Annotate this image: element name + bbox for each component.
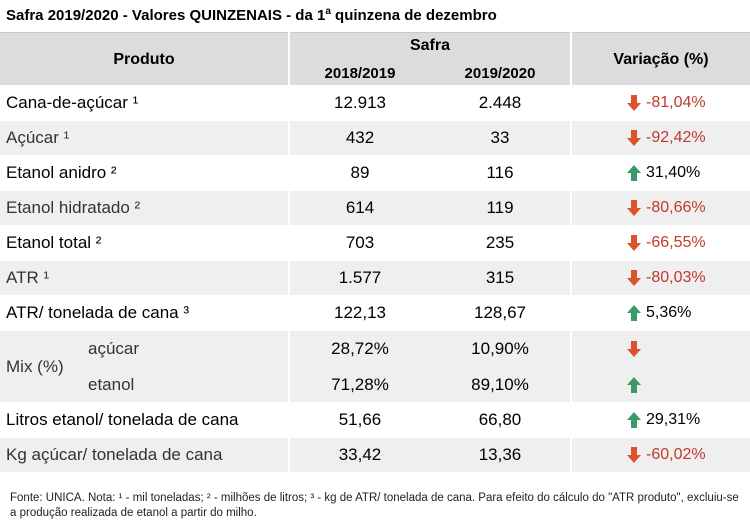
table-row: Cana-de-açúcar ¹ 12.913 2.448 -81,04% — [0, 85, 750, 120]
row-label: Cana-de-açúcar ¹ — [6, 93, 139, 112]
value-2018-2019: 71,28% — [331, 375, 389, 394]
table-row: ATR/ tonelada de cana ³ 122,13 128,67 5,36% — [0, 295, 750, 330]
table-row: Litros etanol/ tonelada de cana 51,66 66,8… — [0, 402, 750, 437]
table-row: Açúcar ¹ 432 33 -92,42% — [0, 120, 750, 155]
data-table: Produto Safra 2018/2019 2019/2020 Variaç… — [0, 32, 750, 483]
value-2018-2019: 1.577 — [338, 268, 382, 287]
value-2018-2019: 614 — [345, 198, 375, 217]
table-row: ATR ¹ 1.577 315 -80,03% — [0, 260, 750, 295]
column-divider — [570, 32, 572, 483]
arrow-up-icon — [627, 305, 641, 321]
value-2018-2019: 89 — [350, 163, 370, 182]
value-2019-2020: 128,67 — [474, 303, 526, 322]
value-2019-2020: 235 — [485, 233, 515, 252]
variation-value: -66,55% — [646, 234, 706, 251]
arrow-down-icon — [627, 270, 641, 286]
arrow-down-icon — [627, 235, 641, 251]
row-label: Etanol total ² — [6, 233, 102, 252]
value-2018-2019: 12.913 — [334, 93, 386, 112]
mix-subrow: etanol 71,28% 89,10% — [0, 367, 750, 403]
row-label: ATR/ tonelada de cana ³ — [6, 303, 190, 322]
header-year2: 2019/2020 — [464, 65, 536, 82]
table-header: Produto Safra 2018/2019 2019/2020 Variaç… — [0, 32, 750, 85]
row-label: Kg açúcar/ tonelada de cana — [6, 445, 223, 464]
arrow-down-icon — [627, 130, 641, 146]
table-row: Etanol anidro ² 89 116 31,40% — [0, 155, 750, 190]
value-2019-2020: 119 — [486, 198, 514, 217]
mix-sub-label: etanol — [88, 375, 135, 394]
value-2018-2019: 51,66 — [338, 410, 382, 429]
value-2018-2019: 33,42 — [338, 445, 382, 464]
value-2019-2020: 33 — [490, 128, 510, 147]
value-2018-2019: 703 — [345, 233, 375, 252]
arrow-down-icon — [627, 447, 641, 463]
mix-block: Mix (%) açúcar 28,72% 10,90% etanol 71,28% 89,… — [0, 330, 750, 402]
variation-value: -80,66% — [646, 199, 706, 216]
value-2019-2020: 2.448 — [478, 93, 522, 112]
header-year1: 2018/2019 — [324, 65, 396, 82]
variation-value: -80,03% — [646, 269, 706, 286]
column-divider — [288, 32, 290, 483]
variation-value: -81,04% — [646, 94, 706, 111]
value-2019-2020: 315 — [485, 268, 515, 287]
variation-value: 5,36% — [646, 304, 692, 321]
row-label: Etanol anidro ² — [6, 163, 117, 182]
mix-label: Mix (%) — [6, 357, 64, 376]
variation-value: -92,42% — [646, 129, 706, 146]
mix-subrow: açúcar 28,72% 10,90% — [0, 331, 750, 367]
mix-sub-label: açúcar — [88, 339, 140, 358]
arrow-down-icon — [627, 95, 641, 111]
table-row: Etanol total ² 703 235 -66,55% — [0, 225, 750, 260]
header-safra: Safra — [409, 37, 451, 54]
row-label: ATR ¹ — [6, 268, 50, 287]
arrow-up-icon — [627, 165, 641, 181]
value-2018-2019: 122,13 — [334, 303, 386, 322]
footnote: Fonte: UNICA. Nota: ¹ - mil toneladas; ²… — [10, 492, 739, 519]
value-2018-2019: 432 — [345, 128, 375, 147]
value-2019-2020: 66,80 — [478, 410, 522, 429]
page-title: Safra 2019/2020 - Valores QUINZENAIS - d… — [6, 6, 497, 24]
arrow-up-icon — [627, 412, 641, 428]
arrow-down-icon — [627, 200, 641, 216]
arrow-up-icon — [627, 377, 641, 393]
variation-value: 29,31% — [646, 411, 701, 428]
row-label: Etanol hidratado ² — [6, 198, 141, 217]
value-2018-2019: 28,72% — [331, 339, 389, 358]
header-produto: Produto — [113, 50, 175, 68]
row-label: Litros etanol/ tonelada de cana — [6, 410, 239, 429]
table-row: Kg açúcar/ tonelada de cana 33,42 13,36 -60… — [0, 437, 750, 472]
table-row: Etanol hidratado ² 614 119 -80,66% — [0, 190, 750, 225]
header-variacao: Variação (%) — [613, 50, 709, 68]
arrow-down-icon — [627, 341, 641, 357]
value-2019-2020: 89,10% — [471, 375, 529, 394]
variation-value: -60,02% — [646, 446, 706, 463]
value-2019-2020: 10,90% — [471, 339, 529, 358]
value-2019-2020: 13,36 — [478, 445, 522, 464]
row-label: Açúcar ¹ — [6, 128, 70, 147]
variation-value: 31,40% — [646, 164, 701, 181]
value-2019-2020: 116 — [486, 163, 514, 182]
